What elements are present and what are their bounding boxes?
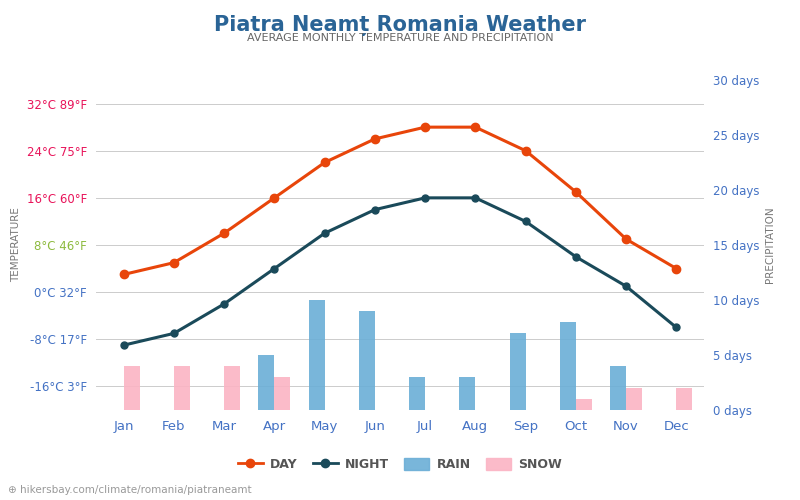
Bar	[224, 366, 240, 410]
Bar	[358, 311, 375, 410]
Bar	[510, 333, 526, 410]
Bar	[124, 366, 140, 410]
Y-axis label: TEMPERATURE: TEMPERATURE	[11, 208, 21, 282]
Bar	[409, 377, 425, 410]
Bar	[610, 366, 626, 410]
Bar	[459, 377, 475, 410]
Text: Piatra Neamț Romania Weather: Piatra Neamț Romania Weather	[214, 15, 586, 36]
Bar	[174, 366, 190, 410]
Bar	[560, 322, 576, 410]
Bar	[676, 388, 693, 410]
Bar	[258, 355, 274, 410]
Bar	[309, 300, 325, 410]
Bar	[576, 399, 592, 410]
Legend: DAY, NIGHT, RAIN, SNOW: DAY, NIGHT, RAIN, SNOW	[233, 454, 567, 476]
Text: ⊕ hikersbay.com/climate/romania/piatraneamt: ⊕ hikersbay.com/climate/romania/piatrane…	[8, 485, 252, 495]
Bar	[626, 388, 642, 410]
Title: AVERAGE MONTHLY TEMPERATURE AND PRECIPITATION: AVERAGE MONTHLY TEMPERATURE AND PRECIPIT…	[246, 33, 554, 43]
Y-axis label: PRECIPITATION: PRECIPITATION	[765, 206, 775, 284]
Bar	[274, 377, 290, 410]
